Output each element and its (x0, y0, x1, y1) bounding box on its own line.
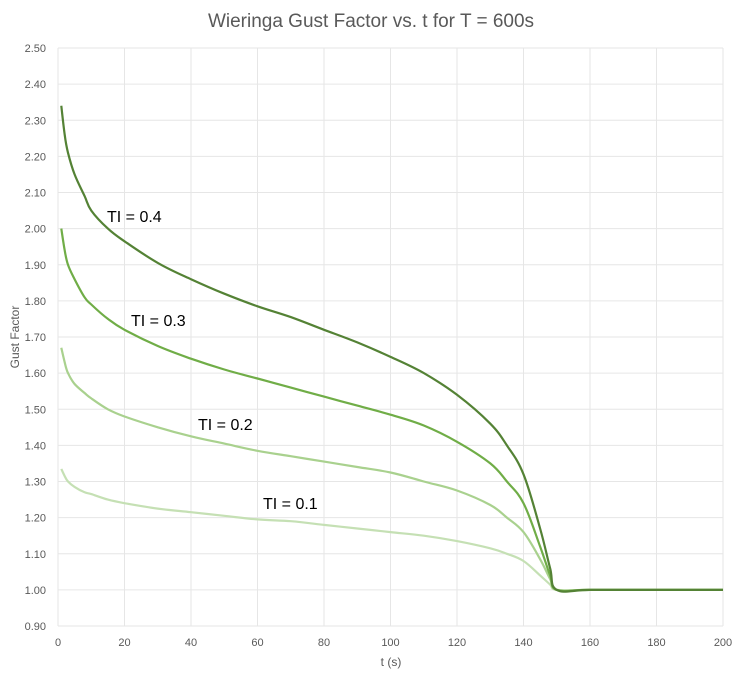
y-tick-label: 1.20 (25, 513, 46, 525)
gridlines (57, 47, 724, 627)
chart-title: Wieringa Gust Factor vs. t for T = 600s (208, 11, 534, 32)
y-tick-label: 1.00 (25, 585, 46, 597)
y-tick-label: 0.90 (25, 621, 46, 633)
y-tick-label: 2.40 (25, 79, 46, 91)
series-annotation: TI = 0.4 (107, 209, 162, 226)
series-line (60, 105, 723, 593)
y-tick-label: 1.80 (25, 296, 46, 308)
y-tick-label: 1.90 (25, 260, 46, 272)
series-annotation: TI = 0.2 (198, 417, 253, 434)
y-tick-label: 2.50 (25, 43, 46, 55)
x-tick-label: 20 (118, 637, 130, 649)
y-tick-label: 1.40 (25, 440, 46, 452)
x-axis-label: t (s) (381, 655, 402, 669)
y-tick-label: 2.30 (25, 115, 46, 127)
x-tick-label: 40 (185, 637, 197, 649)
x-tick-label: 80 (318, 637, 330, 649)
series-lines (60, 105, 723, 593)
y-tick-label: 2.10 (25, 188, 46, 200)
series-annotation: TI = 0.3 (131, 313, 186, 330)
x-tick-label: 160 (581, 637, 599, 649)
x-tick-label: 100 (381, 637, 399, 649)
y-tick-label: 2.20 (25, 151, 46, 163)
y-tick-label: 1.10 (25, 549, 46, 561)
series-line (60, 468, 723, 592)
x-axis-ticks: 0 20 40 60 80 100 120 140 160 180 200 (55, 637, 732, 649)
y-tick-label: 1.70 (25, 332, 46, 344)
series-line (60, 347, 723, 592)
y-tick-label: 1.30 (25, 477, 46, 489)
series-annotation: TI = 0.1 (263, 496, 318, 513)
x-tick-label: 0 (55, 637, 61, 649)
y-tick-label: 2.00 (25, 224, 46, 236)
x-tick-label: 140 (514, 637, 532, 649)
series-line (60, 228, 723, 593)
x-tick-label: 120 (448, 637, 466, 649)
x-tick-label: 180 (647, 637, 665, 649)
y-tick-label: 1.60 (25, 368, 46, 380)
x-tick-label: 60 (251, 637, 263, 649)
y-axis-ticks: 0.90 1.00 1.10 1.20 1.30 1.40 1.50 1.60 1.70 1.80… (25, 43, 46, 633)
x-tick-label: 200 (714, 637, 732, 649)
y-tick-label: 1.50 (25, 404, 46, 416)
series-annotations: TI = 0.1 TI = 0.2 TI = 0.3 TI = 0.4 (107, 209, 318, 513)
y-axis-label: Gust Factor (8, 306, 22, 369)
